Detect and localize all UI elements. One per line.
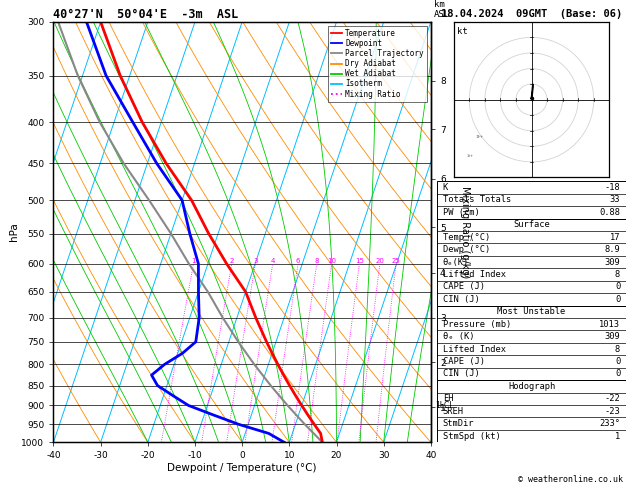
Text: Lifted Index: Lifted Index bbox=[443, 345, 506, 353]
Text: 6: 6 bbox=[296, 258, 300, 264]
Text: Lifted Index: Lifted Index bbox=[443, 270, 506, 279]
Text: © weatheronline.co.uk: © weatheronline.co.uk bbox=[518, 474, 623, 484]
Text: 8.9: 8.9 bbox=[604, 245, 620, 254]
Text: ➳: ➳ bbox=[466, 153, 472, 158]
Text: StmSpd (kt): StmSpd (kt) bbox=[443, 432, 501, 440]
Text: -23: -23 bbox=[604, 407, 620, 416]
Legend: Temperature, Dewpoint, Parcel Trajectory, Dry Adiabat, Wet Adiabat, Isotherm, Mi: Temperature, Dewpoint, Parcel Trajectory… bbox=[328, 26, 427, 102]
Text: 25: 25 bbox=[392, 258, 400, 264]
Text: 33: 33 bbox=[610, 195, 620, 205]
Text: 0.88: 0.88 bbox=[599, 208, 620, 217]
Text: 3: 3 bbox=[253, 258, 257, 264]
Text: 8: 8 bbox=[615, 345, 620, 353]
Text: 8: 8 bbox=[314, 258, 319, 264]
Text: CAPE (J): CAPE (J) bbox=[443, 282, 485, 292]
Text: 1013: 1013 bbox=[599, 320, 620, 329]
Text: Dewp (°C): Dewp (°C) bbox=[443, 245, 490, 254]
Text: 0: 0 bbox=[615, 369, 620, 379]
Y-axis label: hPa: hPa bbox=[9, 223, 19, 242]
Text: 40°27'N  50°04'E  -3m  ASL: 40°27'N 50°04'E -3m ASL bbox=[53, 8, 239, 21]
Text: 1: 1 bbox=[615, 432, 620, 440]
Text: SREH: SREH bbox=[443, 407, 464, 416]
Text: Pressure (mb): Pressure (mb) bbox=[443, 320, 511, 329]
X-axis label: Dewpoint / Temperature (°C): Dewpoint / Temperature (°C) bbox=[167, 463, 317, 473]
Text: 0: 0 bbox=[615, 357, 620, 366]
Text: 18.04.2024  09GMT  (Base: 06): 18.04.2024 09GMT (Base: 06) bbox=[441, 9, 622, 19]
Text: 309: 309 bbox=[604, 258, 620, 266]
Text: 4: 4 bbox=[270, 258, 275, 264]
Text: Most Unstable: Most Unstable bbox=[498, 307, 565, 316]
Text: 1: 1 bbox=[191, 258, 196, 264]
Text: kt: kt bbox=[457, 27, 467, 35]
Text: CIN (J): CIN (J) bbox=[443, 369, 479, 379]
Text: 2: 2 bbox=[230, 258, 234, 264]
Text: 0: 0 bbox=[615, 295, 620, 304]
Text: 17: 17 bbox=[610, 233, 620, 242]
Text: K: K bbox=[443, 183, 448, 192]
Text: 1LCL: 1LCL bbox=[435, 401, 454, 410]
Y-axis label: Mixing Ratio (g/kg): Mixing Ratio (g/kg) bbox=[460, 186, 469, 278]
Text: θₑ (K): θₑ (K) bbox=[443, 332, 474, 341]
Text: 233°: 233° bbox=[599, 419, 620, 428]
Text: PW (cm): PW (cm) bbox=[443, 208, 479, 217]
Text: 309: 309 bbox=[604, 332, 620, 341]
Text: 15: 15 bbox=[355, 258, 364, 264]
Text: km
ASL: km ASL bbox=[434, 0, 450, 19]
Text: ➳: ➳ bbox=[475, 133, 482, 141]
Text: θₑ(K): θₑ(K) bbox=[443, 258, 469, 266]
Text: Temp (°C): Temp (°C) bbox=[443, 233, 490, 242]
Text: CAPE (J): CAPE (J) bbox=[443, 357, 485, 366]
Text: CIN (J): CIN (J) bbox=[443, 295, 479, 304]
Text: 20: 20 bbox=[376, 258, 384, 264]
Text: 10: 10 bbox=[327, 258, 336, 264]
Text: Totals Totals: Totals Totals bbox=[443, 195, 511, 205]
Text: -18: -18 bbox=[604, 183, 620, 192]
Text: Hodograph: Hodograph bbox=[508, 382, 555, 391]
Text: StmDir: StmDir bbox=[443, 419, 474, 428]
Text: 0: 0 bbox=[615, 282, 620, 292]
Text: 8: 8 bbox=[615, 270, 620, 279]
Text: Surface: Surface bbox=[513, 220, 550, 229]
Text: -22: -22 bbox=[604, 394, 620, 403]
Text: EH: EH bbox=[443, 394, 454, 403]
